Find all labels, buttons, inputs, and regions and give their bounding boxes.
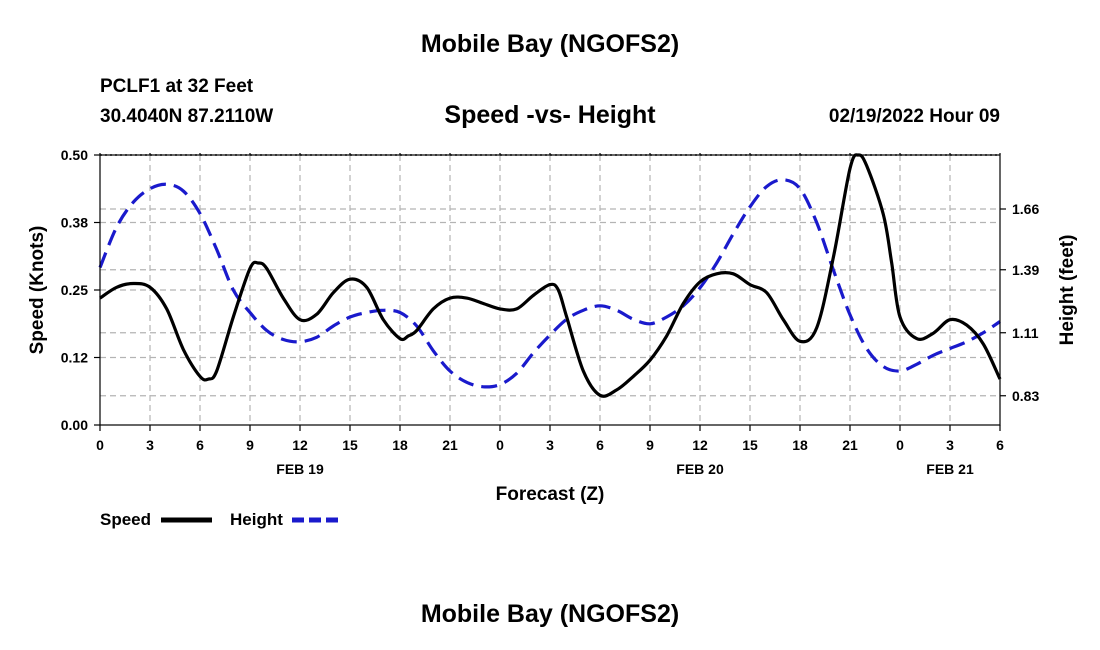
y-axis-title: Speed (Knots) bbox=[27, 226, 48, 355]
y-tick-label: 0.25 bbox=[61, 282, 88, 298]
x-tick-label: 3 bbox=[146, 437, 154, 453]
forecast-timestamp: 02/19/2022 Hour 09 bbox=[828, 106, 1000, 127]
footer-title: Mobile Bay (NGOFS2) bbox=[420, 600, 680, 628]
x-tick-label: 18 bbox=[392, 437, 408, 453]
x-tick-label: 0 bbox=[96, 437, 104, 453]
grid-layer bbox=[100, 155, 1000, 425]
legend-height-label: Height bbox=[230, 510, 283, 529]
axis-layer: 0 3 6 9 12 15 18 21 0 3 6 9 12 15 18 21 0 3 6 FEB 19 FEB 20 F… bbox=[61, 147, 1040, 477]
x-tick-label: 6 bbox=[996, 437, 1004, 453]
y2-axis-title: Height (feet) bbox=[1057, 235, 1078, 346]
x-tick-label: 15 bbox=[742, 437, 758, 453]
x-tick-label: 0 bbox=[896, 437, 904, 453]
x-day-label: FEB 20 bbox=[676, 461, 724, 477]
x-axis-title: Forecast (Z) bbox=[496, 484, 605, 505]
legend-speed-label: Speed bbox=[100, 510, 151, 529]
series-line-height bbox=[98, 178, 1001, 389]
x-tick-label: 3 bbox=[946, 437, 954, 453]
x-tick-label: 18 bbox=[792, 437, 808, 453]
x-tick-label: 21 bbox=[842, 437, 858, 453]
y-tick-label: 0.00 bbox=[61, 417, 88, 433]
y2-tick-label: 0.83 bbox=[1012, 388, 1039, 404]
chart-subtitle: Speed -vs- Height bbox=[444, 101, 656, 129]
x-tick-label: 21 bbox=[442, 437, 458, 453]
station-coordinates: 30.4040N 87.2110W bbox=[100, 106, 274, 127]
x-tick-label: 6 bbox=[596, 437, 604, 453]
y2-tick-label: 1.66 bbox=[1012, 201, 1039, 217]
x-tick-label: 6 bbox=[196, 437, 204, 453]
x-tick-label: 9 bbox=[246, 437, 254, 453]
y-tick-label: 0.12 bbox=[61, 350, 88, 366]
x-tick-label: 0 bbox=[496, 437, 504, 453]
legend: Speed Height bbox=[100, 510, 343, 529]
x-tick-label: 12 bbox=[292, 437, 308, 453]
x-day-label: FEB 19 bbox=[276, 461, 324, 477]
y2-tick-label: 1.11 bbox=[1012, 325, 1039, 341]
x-tick-label: 3 bbox=[546, 437, 554, 453]
x-day-label: FEB 21 bbox=[926, 461, 974, 477]
y-tick-label: 0.50 bbox=[61, 147, 88, 163]
x-tick-label: 9 bbox=[646, 437, 654, 453]
x-tick-label: 15 bbox=[342, 437, 358, 453]
station-label: PCLF1 at 32 Feet bbox=[100, 76, 254, 97]
x-tick-label: 12 bbox=[692, 437, 708, 453]
page-title: Mobile Bay (NGOFS2) bbox=[420, 30, 680, 58]
y2-tick-label: 1.39 bbox=[1012, 262, 1039, 278]
y-tick-label: 0.38 bbox=[61, 215, 88, 231]
